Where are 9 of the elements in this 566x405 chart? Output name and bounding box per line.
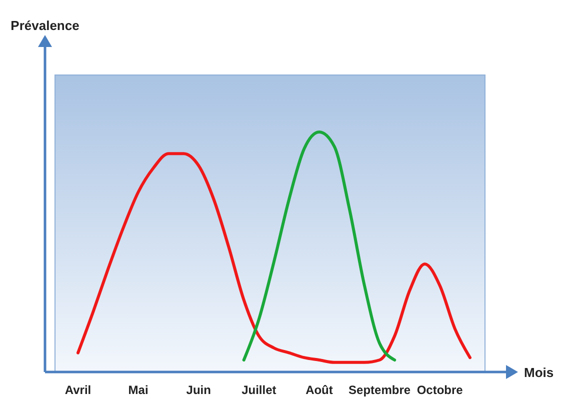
x-tick-label: Octobre: [416, 383, 464, 397]
x-tick-label: Avril: [64, 383, 92, 397]
x-axis-title: Mois: [524, 365, 554, 380]
x-tick-label: Mai: [128, 383, 148, 397]
x-tick-label: Août: [306, 383, 333, 397]
x-tick-label: Septembre: [348, 383, 411, 397]
x-tick-label: Juillet: [242, 383, 276, 397]
x-tick-label: Juin: [186, 383, 211, 397]
text: Prévalence: [10, 18, 80, 33]
